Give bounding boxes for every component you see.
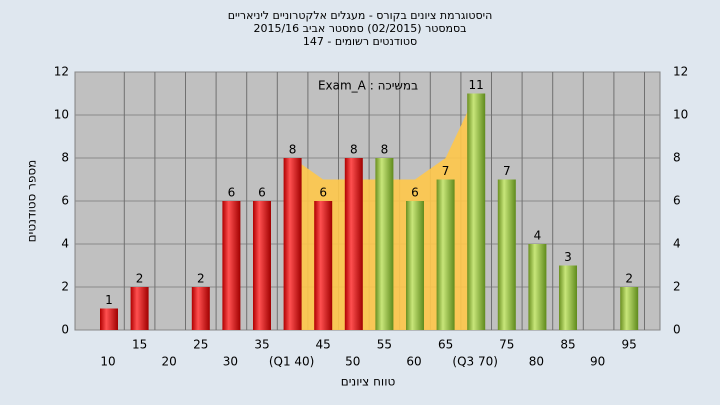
bar <box>559 265 577 330</box>
bar <box>375 158 394 330</box>
x-tick-label: 90 <box>590 355 605 369</box>
x-tick-label: 30 <box>223 355 238 369</box>
x-tick-label: 35 <box>254 338 269 352</box>
x-tick-label: 55 <box>377 338 392 352</box>
x-tick-label: 25 <box>193 338 208 352</box>
value-label: 6 <box>228 186 236 200</box>
y-tick-label: 0 <box>61 323 69 337</box>
marks <box>100 93 639 330</box>
x-tick-label: 80 <box>529 355 544 369</box>
x-axis-label: טווח ציונים <box>341 375 396 389</box>
x-tick-label: 15 <box>132 338 147 352</box>
x-tick-label: 85 <box>560 338 575 352</box>
y-axis-label: מספר סטודנטים <box>25 160 39 243</box>
bar <box>497 179 516 330</box>
y2-tick-label: 0 <box>673 323 681 337</box>
bar <box>620 287 639 330</box>
bar <box>253 201 271 330</box>
value-label: 2 <box>136 272 144 286</box>
value-label: 8 <box>381 143 389 157</box>
bar <box>314 201 333 330</box>
bar <box>130 287 149 330</box>
value-label: 3 <box>564 250 572 264</box>
x-tick-label: 50 <box>345 355 360 369</box>
value-label: 8 <box>289 143 297 157</box>
bar <box>436 179 455 330</box>
y2-tick-label: 12 <box>673 65 688 79</box>
value-label: 6 <box>411 186 419 200</box>
bar <box>191 287 210 330</box>
x-tick-label: 60 <box>406 355 421 369</box>
y-tick-label: 12 <box>54 65 69 79</box>
value-label: 1 <box>105 293 113 307</box>
x-tick-label: 65 <box>438 338 453 352</box>
y2-tick-label: 6 <box>673 194 681 208</box>
value-label: 11 <box>469 78 484 92</box>
x-tick-label: 45 <box>316 338 331 352</box>
value-label: 8 <box>350 143 358 157</box>
y2-tick-label: 8 <box>673 151 681 165</box>
bar <box>406 201 424 330</box>
bar <box>528 244 547 330</box>
y-tick-label: 4 <box>61 237 69 251</box>
y2-tick-label: 4 <box>673 237 681 251</box>
x-tick-label: 75 <box>499 338 514 352</box>
value-label: 6 <box>319 186 327 200</box>
x-tick-label: 20 <box>162 355 177 369</box>
value-label: 2 <box>625 272 633 286</box>
y-tick-label: 8 <box>61 151 69 165</box>
annotation: במשיכה : Exam_A <box>318 79 418 93</box>
y-tick-label: 2 <box>61 280 69 294</box>
y2-tick-label: 2 <box>673 280 681 294</box>
value-label: 4 <box>534 229 542 243</box>
x-tick-label: (Q3 70) <box>452 355 498 369</box>
bar <box>344 158 363 330</box>
title-line: בסמסטר (02/2015) סמסטר אביב 2015/16 <box>253 22 466 35</box>
value-label: 6 <box>258 186 266 200</box>
y-tick-label: 6 <box>61 194 69 208</box>
value-label: 2 <box>197 272 205 286</box>
y-tick-label: 10 <box>54 108 69 122</box>
title-line: היסטוגרמת ציונים בקורס - מעגלים אלקטרוני… <box>228 9 493 22</box>
title-line: סטודנטים רשומים - 147 <box>303 35 417 48</box>
value-label: 7 <box>442 164 450 178</box>
x-tick-label: 10 <box>100 355 115 369</box>
bar <box>222 201 241 330</box>
bar <box>467 93 486 330</box>
x-tick-label: (Q1 40) <box>269 355 315 369</box>
bar <box>100 308 118 330</box>
value-label: 7 <box>503 164 511 178</box>
bar <box>283 158 302 330</box>
y2-tick-label: 10 <box>673 108 688 122</box>
x-tick-label: 95 <box>622 338 637 352</box>
